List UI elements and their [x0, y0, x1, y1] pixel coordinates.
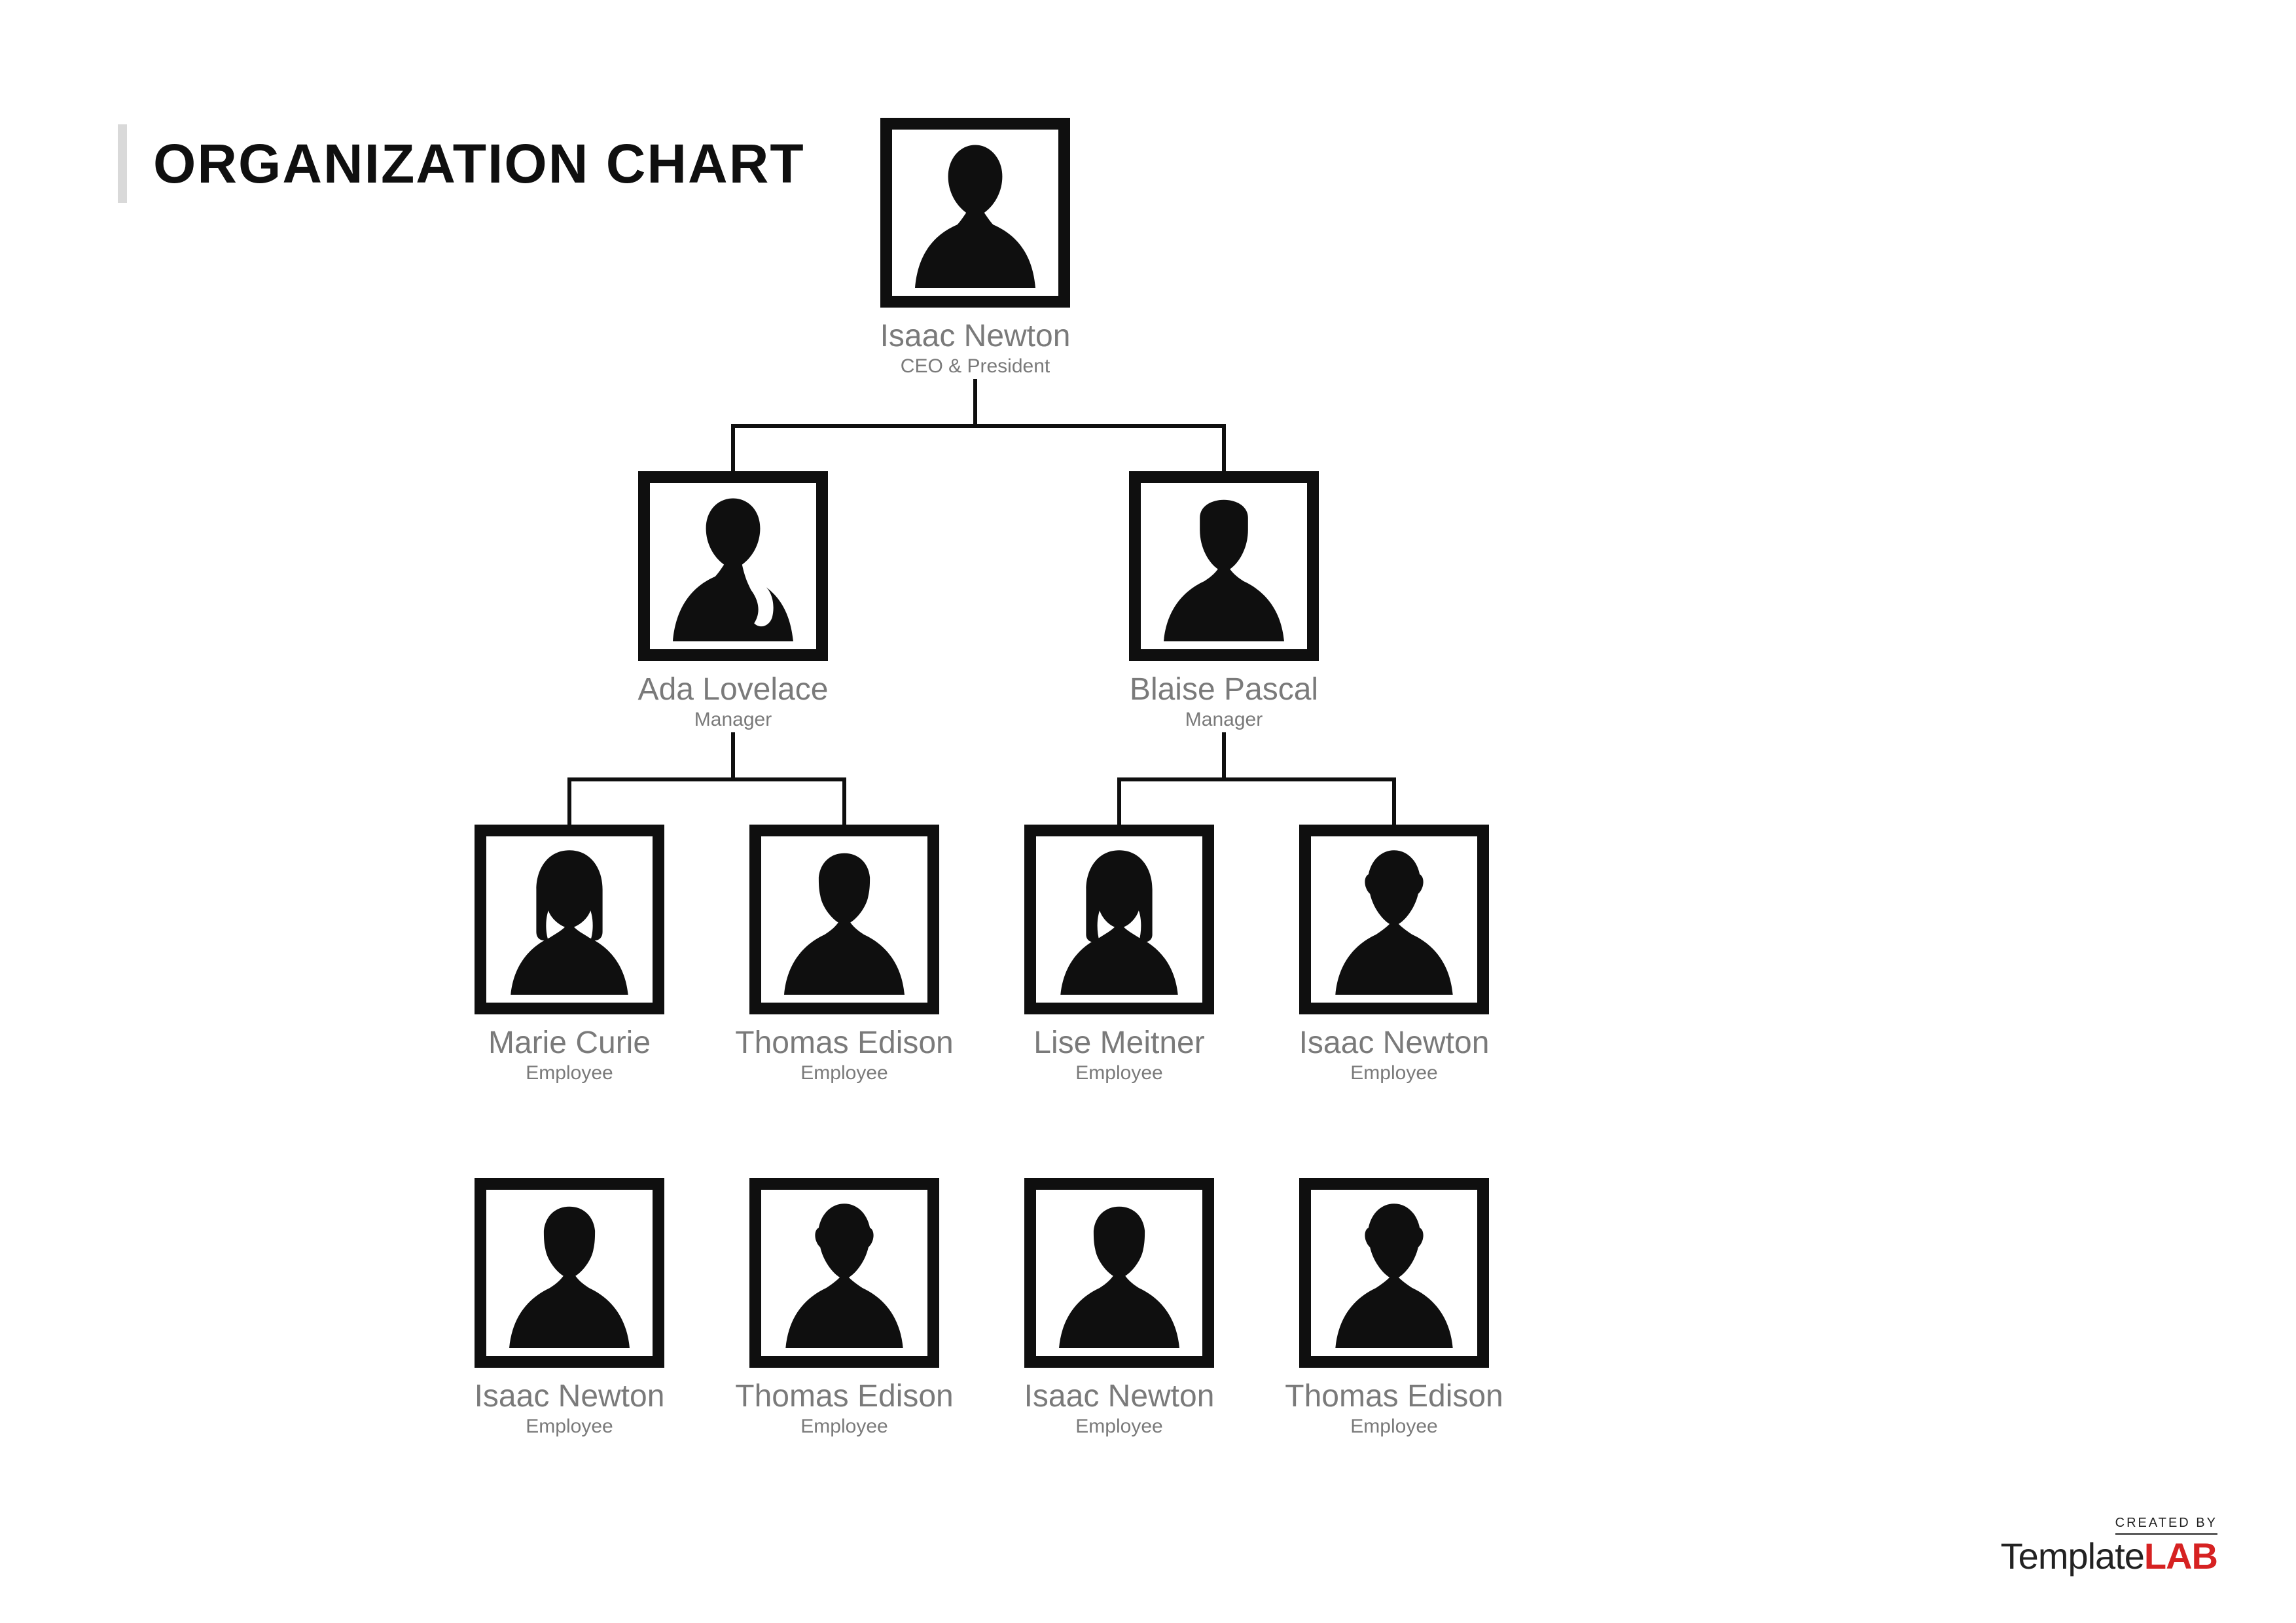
org-node-e3: Lise MeitnerEmployee — [995, 825, 1244, 1084]
person-name: Thomas Edison — [720, 1378, 969, 1414]
person-name: Lise Meitner — [995, 1025, 1244, 1061]
person-role: Manager — [609, 709, 857, 731]
org-node-b2: Thomas EdisonEmployee — [720, 1178, 969, 1438]
person-silhouette-icon — [658, 491, 808, 641]
org-node-e4: Isaac NewtonEmployee — [1270, 825, 1518, 1084]
person-role: Employee — [995, 1416, 1244, 1438]
person-silhouette-icon — [1044, 844, 1194, 995]
person-silhouette-icon — [1319, 844, 1469, 995]
person-silhouette-icon — [1044, 1198, 1194, 1348]
person-role: Employee — [995, 1062, 1244, 1084]
avatar-frame — [749, 825, 939, 1014]
title-accent-bar — [118, 124, 127, 203]
avatar-frame — [475, 825, 664, 1014]
person-name: Thomas Edison — [720, 1025, 969, 1061]
person-silhouette-icon — [1149, 491, 1299, 641]
avatar-frame — [749, 1178, 939, 1368]
person-silhouette-icon — [1319, 1198, 1469, 1348]
person-silhouette-icon — [769, 1198, 920, 1348]
person-name: Blaise Pascal — [1100, 671, 1348, 707]
avatar-frame — [1024, 1178, 1214, 1368]
avatar-frame — [1024, 825, 1214, 1014]
person-silhouette-icon — [769, 844, 920, 995]
person-role: Employee — [720, 1416, 969, 1438]
person-role: CEO & President — [851, 355, 1100, 378]
person-name: Thomas Edison — [1270, 1378, 1518, 1414]
person-role: Employee — [720, 1062, 969, 1084]
org-node-e1: Marie CurieEmployee — [445, 825, 694, 1084]
footer-created-label: CREATED BY — [2115, 1516, 2217, 1535]
person-name: Isaac Newton — [1270, 1025, 1518, 1061]
person-name: Marie Curie — [445, 1025, 694, 1061]
avatar-frame — [475, 1178, 664, 1368]
person-name: Ada Lovelace — [609, 671, 857, 707]
org-node-b3: Isaac NewtonEmployee — [995, 1178, 1244, 1438]
person-role: Employee — [1270, 1416, 1518, 1438]
person-name: Isaac Newton — [995, 1378, 1244, 1414]
person-silhouette-icon — [900, 137, 1050, 288]
person-name: Isaac Newton — [851, 318, 1100, 354]
person-role: Employee — [1270, 1062, 1518, 1084]
person-silhouette-icon — [494, 1198, 645, 1348]
avatar-frame — [1129, 471, 1319, 661]
org-node-b1: Isaac NewtonEmployee — [445, 1178, 694, 1438]
org-node-b4: Thomas EdisonEmployee — [1270, 1178, 1518, 1438]
footer-brand-a: Template — [2001, 1535, 2144, 1577]
org-node-ceo: Isaac NewtonCEO & President — [851, 118, 1100, 378]
avatar-frame — [638, 471, 828, 661]
footer-brand-b: LAB — [2144, 1535, 2217, 1577]
avatar-frame — [1299, 1178, 1489, 1368]
footer-logo: CREATED BY TemplateLAB — [2001, 1516, 2217, 1577]
avatar-frame — [1299, 825, 1489, 1014]
person-silhouette-icon — [494, 844, 645, 995]
person-role: Employee — [445, 1416, 694, 1438]
page-title: ORGANIZATION CHART — [153, 132, 805, 196]
person-role: Employee — [445, 1062, 694, 1084]
org-node-mgr2: Blaise PascalManager — [1100, 471, 1348, 731]
org-node-mgr1: Ada LovelaceManager — [609, 471, 857, 731]
person-name: Isaac Newton — [445, 1378, 694, 1414]
title-block: ORGANIZATION CHART — [118, 124, 805, 203]
footer-brand: TemplateLAB — [2001, 1535, 2217, 1577]
org-node-e2: Thomas EdisonEmployee — [720, 825, 969, 1084]
person-role: Manager — [1100, 709, 1348, 731]
avatar-frame — [880, 118, 1070, 308]
page: ORGANIZATION CHART Isaac NewtonCEO & Pre… — [0, 0, 2296, 1623]
